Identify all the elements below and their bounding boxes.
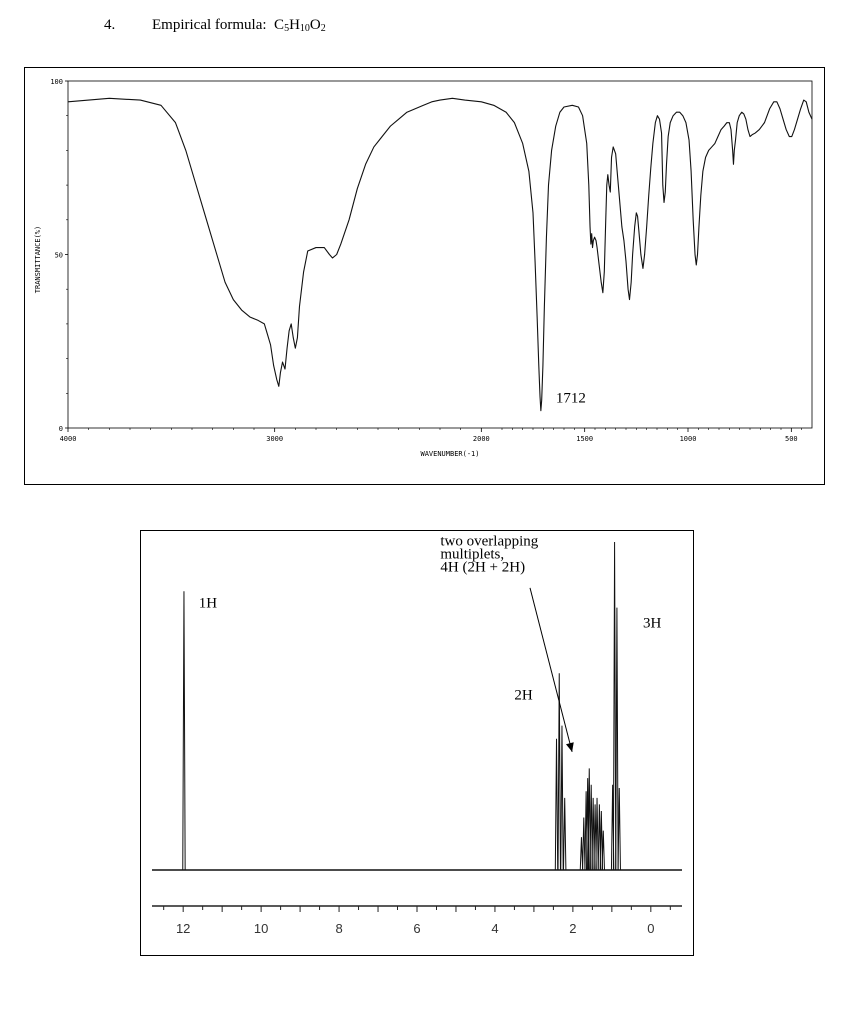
nmr-x-tick-label: 8: [335, 921, 342, 936]
formula-part: 10: [299, 23, 310, 34]
nmr-x-tick-label: 0: [647, 921, 654, 936]
nmr-peak: [585, 778, 590, 871]
ir-x-tick-label: 1500: [576, 435, 593, 443]
nmr-arrow-head: [565, 742, 574, 752]
ir-y-tick-label: 0: [59, 425, 63, 433]
nmr-x-tick-label: 2: [569, 921, 576, 936]
nmr-annotation: two overlapping: [440, 533, 538, 549]
nmr-peak: [612, 541, 617, 871]
ir-spectrum-chart: 0 50 100 4000 3000 2000 1500 1000 500 WAVENUMBER(…: [24, 67, 825, 485]
nmr-x-tick-label: 4: [491, 921, 498, 936]
nmr-annotation: 4H (2H + 2H): [440, 560, 525, 576]
nmr-peak: [601, 830, 605, 871]
nmr-annotation: 3H: [643, 615, 662, 631]
ir-y-tick-label: 100: [50, 78, 63, 86]
nmr-peak: [599, 810, 604, 871]
ir-x-tick-label: 1000: [680, 435, 697, 443]
nmr-peak: [610, 784, 615, 871]
nmr-peak: [563, 797, 567, 871]
nmr-x-tick-label: 10: [254, 921, 268, 936]
ir-y-tick-label: 50: [55, 252, 63, 260]
ir-y-axis-label: TRANSMITTANCE(%): [34, 226, 42, 293]
ir-x-tick-label: 500: [785, 435, 798, 443]
nmr-annotation: 2H: [514, 687, 533, 703]
nmr-peak: [584, 791, 588, 871]
nmr-peak: [597, 804, 602, 871]
nmr-peak: [182, 591, 186, 871]
nmr-x-tick-label: 6: [413, 921, 420, 936]
nmr-peak: [593, 804, 597, 871]
nmr-peak: [617, 787, 621, 871]
nmr-peak: [582, 817, 586, 871]
formula-part: H: [289, 17, 300, 33]
problem-number: 4.: [104, 17, 116, 33]
nmr-peak: [615, 607, 619, 871]
nmr-peak: [554, 738, 559, 871]
formula-part: C: [274, 17, 285, 33]
ir-transmittance-trace: [67, 97, 813, 412]
formula-label: Empirical formula:: [152, 17, 267, 33]
nmr-peak: [557, 673, 561, 871]
ir-x-axis-label: WAVENUMBER(-1): [420, 450, 479, 458]
ir-x-tick-label: 2000: [473, 435, 490, 443]
nmr-peak: [579, 837, 584, 871]
nmr-annotation: multiplets,: [440, 546, 504, 562]
nmr-peak: [595, 797, 599, 871]
nmr-frame: [140, 530, 694, 956]
nmr-peak: [587, 768, 591, 871]
nmr-peak: [560, 725, 564, 871]
nmr-peak: [591, 797, 595, 871]
ir-x-tick-label: 3000: [266, 435, 283, 443]
ir-frame: [24, 67, 825, 485]
formula-part: 2: [320, 23, 326, 34]
nmr-arrow-line: [529, 587, 573, 753]
formula-part: 5: [284, 23, 290, 34]
ir-peak-annotation: 1712: [556, 391, 586, 407]
nmr-annotation: 1H: [199, 596, 218, 612]
empirical-formula-text: Empirical formula: C5H10O2: [152, 17, 326, 34]
nmr-peak: [589, 784, 593, 871]
ir-x-tick-label: 4000: [60, 435, 77, 443]
nmr-x-tick-label: 12: [176, 921, 190, 936]
formula-part: O: [309, 17, 321, 33]
formula: C5H10O2: [274, 17, 326, 34]
